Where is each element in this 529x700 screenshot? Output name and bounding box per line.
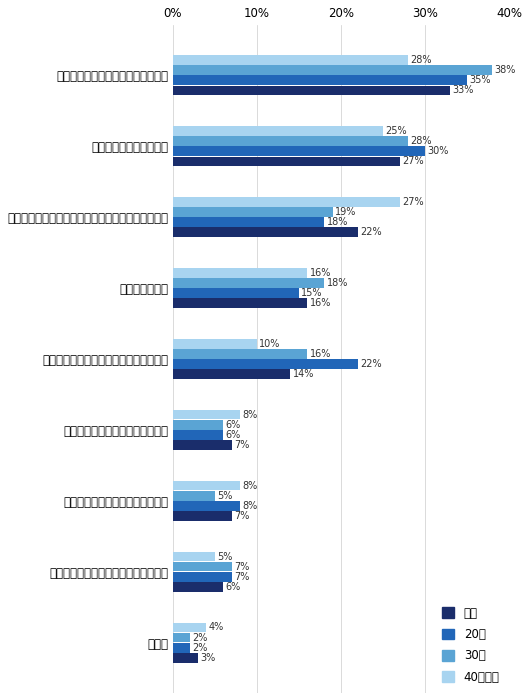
Legend: 全体, 20代, 30代, 40代以上: 全体, 20代, 30代, 40代以上: [439, 603, 503, 687]
Bar: [173, 85, 450, 95]
Bar: [173, 572, 232, 582]
Text: 5%: 5%: [217, 552, 233, 561]
Bar: [173, 65, 492, 75]
Text: 28%: 28%: [411, 55, 432, 65]
Text: 30%: 30%: [427, 146, 449, 156]
Text: 28%: 28%: [411, 136, 432, 146]
Text: 16%: 16%: [310, 298, 331, 308]
Bar: [173, 288, 299, 298]
Text: 6%: 6%: [226, 420, 241, 430]
Bar: [173, 349, 307, 358]
Bar: [173, 136, 408, 146]
Text: 8%: 8%: [243, 501, 258, 511]
Text: 16%: 16%: [310, 268, 331, 278]
Text: 25%: 25%: [386, 126, 407, 136]
Bar: [173, 633, 189, 643]
Text: 22%: 22%: [360, 359, 382, 369]
Bar: [173, 228, 358, 237]
Bar: [173, 582, 223, 592]
Text: 7%: 7%: [234, 440, 250, 450]
Bar: [173, 298, 307, 308]
Bar: [173, 491, 215, 500]
Text: 14%: 14%: [293, 369, 314, 379]
Bar: [173, 511, 232, 521]
Bar: [173, 268, 307, 278]
Bar: [173, 217, 324, 227]
Text: 7%: 7%: [234, 561, 250, 572]
Text: 3%: 3%: [200, 653, 216, 663]
Bar: [173, 207, 333, 217]
Bar: [173, 370, 290, 379]
Text: 19%: 19%: [335, 207, 357, 217]
Bar: [173, 197, 400, 206]
Text: 2%: 2%: [192, 633, 207, 643]
Text: 22%: 22%: [360, 228, 382, 237]
Bar: [173, 501, 240, 511]
Bar: [173, 643, 189, 652]
Bar: [173, 76, 467, 85]
Bar: [173, 359, 358, 369]
Text: 27%: 27%: [402, 156, 424, 167]
Bar: [173, 562, 232, 571]
Bar: [173, 430, 223, 440]
Text: 38%: 38%: [495, 65, 516, 75]
Text: 8%: 8%: [243, 410, 258, 420]
Bar: [173, 420, 223, 430]
Text: 7%: 7%: [234, 572, 250, 582]
Text: 16%: 16%: [310, 349, 331, 359]
Bar: [173, 552, 215, 561]
Bar: [173, 339, 257, 349]
Text: 27%: 27%: [402, 197, 424, 206]
Bar: [173, 623, 206, 632]
Text: 5%: 5%: [217, 491, 233, 500]
Bar: [173, 157, 400, 166]
Text: 8%: 8%: [243, 481, 258, 491]
Text: 15%: 15%: [302, 288, 323, 298]
Text: 33%: 33%: [453, 85, 474, 95]
Bar: [173, 410, 240, 419]
Bar: [173, 55, 408, 65]
Text: 18%: 18%: [326, 278, 348, 288]
Bar: [173, 653, 198, 663]
Text: 7%: 7%: [234, 511, 250, 521]
Text: 10%: 10%: [259, 339, 281, 349]
Text: 6%: 6%: [226, 430, 241, 440]
Bar: [173, 440, 232, 450]
Text: 35%: 35%: [470, 75, 491, 85]
Bar: [173, 278, 324, 288]
Bar: [173, 146, 425, 156]
Text: 2%: 2%: [192, 643, 207, 653]
Bar: [173, 481, 240, 491]
Bar: [173, 126, 383, 136]
Text: 4%: 4%: [209, 622, 224, 633]
Text: 6%: 6%: [226, 582, 241, 592]
Text: 18%: 18%: [326, 217, 348, 227]
